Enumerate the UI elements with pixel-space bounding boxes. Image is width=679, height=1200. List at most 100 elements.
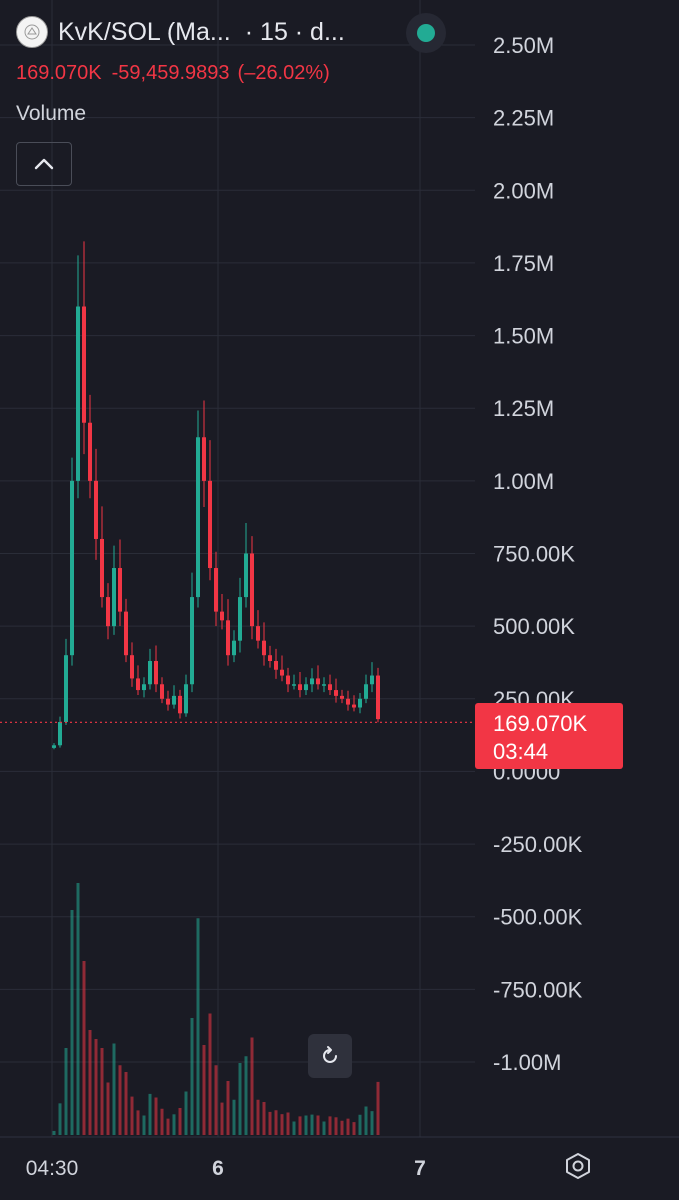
volume-bar xyxy=(352,1122,356,1135)
candle-body xyxy=(88,422,92,481)
x-tick-label: 6 xyxy=(212,1157,224,1180)
bar-countdown: 03:44 xyxy=(493,739,549,764)
last-price-value: 169.070K xyxy=(493,711,588,736)
candle-body xyxy=(370,675,374,685)
candle-body xyxy=(184,684,188,714)
volume-bar xyxy=(334,1117,338,1135)
volume-bar xyxy=(124,1072,128,1135)
volume-bar xyxy=(94,1039,98,1135)
x-tick-label: 7 xyxy=(414,1157,426,1180)
volume-bar xyxy=(340,1120,344,1135)
y-tick-label: 1.50M xyxy=(493,324,554,349)
reset-chart-button[interactable] xyxy=(308,1034,352,1078)
y-tick-label: -1.00M xyxy=(493,1050,561,1075)
live-dot-icon xyxy=(417,24,435,42)
volume-bar xyxy=(184,1091,188,1135)
y-tick-label: 1.75M xyxy=(493,251,554,276)
volume-bar xyxy=(220,1102,224,1135)
volume-bar xyxy=(136,1110,140,1135)
volume-bar xyxy=(148,1093,152,1135)
collapse-button[interactable] xyxy=(16,142,72,186)
volume-bar xyxy=(238,1063,242,1135)
volume-bar xyxy=(100,1048,104,1135)
token-logo-icon xyxy=(16,16,48,48)
volume-bar xyxy=(316,1115,320,1135)
candle-body xyxy=(352,704,356,708)
symbol-title[interactable]: KvK/SOL (Ma... · 15 · d... xyxy=(58,18,345,47)
candle-body xyxy=(106,597,110,627)
volume-bar xyxy=(202,1045,206,1135)
volume-bar xyxy=(232,1099,236,1135)
candle-body xyxy=(310,678,314,685)
candle-body xyxy=(376,675,380,720)
price-change: -59,459.9893 xyxy=(111,62,230,84)
candle-body xyxy=(304,684,308,691)
y-tick-label: 2.25M xyxy=(493,106,554,131)
volume-bar xyxy=(328,1116,332,1135)
y-tick-label: 750.00K xyxy=(493,542,575,567)
candle-body xyxy=(226,620,230,656)
volume-bar xyxy=(190,1018,194,1135)
settings-icon xyxy=(566,1153,590,1179)
candle-body xyxy=(316,678,320,685)
volume-bar xyxy=(292,1121,296,1135)
current-price: 169.070K xyxy=(16,62,102,84)
y-tick-label: 1.00M xyxy=(493,469,554,494)
candle-body xyxy=(118,568,122,612)
volume-bar xyxy=(358,1114,362,1135)
volume-bar xyxy=(262,1102,266,1135)
candle-body xyxy=(196,437,200,598)
candle-body xyxy=(142,684,146,691)
live-status-button[interactable] xyxy=(406,13,446,53)
candle-body xyxy=(202,437,206,481)
candle-body xyxy=(292,684,296,686)
volume-bar xyxy=(82,961,86,1135)
volume-bar xyxy=(64,1048,68,1135)
candle-body xyxy=(70,480,74,656)
volume-bar xyxy=(304,1115,308,1135)
volume-bar xyxy=(286,1112,290,1135)
candle-body xyxy=(280,669,284,676)
y-tick-label: -500.00K xyxy=(493,905,583,930)
price-row: 169.070K -59,459.9893 (–26.02%) xyxy=(16,62,330,85)
volume-bar xyxy=(244,1056,248,1135)
candle-body xyxy=(166,698,170,705)
candle-body xyxy=(322,684,326,686)
volume-bar xyxy=(364,1106,368,1135)
candle-body xyxy=(256,626,260,641)
volume-bar xyxy=(52,1130,56,1135)
candle-body xyxy=(232,640,236,656)
candle-body xyxy=(340,695,344,699)
volume-bar xyxy=(226,1081,230,1135)
volume-bar xyxy=(88,1030,92,1135)
pair-name: KvK/SOL xyxy=(58,18,160,46)
volume-bar xyxy=(310,1114,314,1135)
candle-body xyxy=(154,661,158,685)
settings-button[interactable] xyxy=(562,1150,594,1182)
volume-bar xyxy=(112,1043,116,1135)
volume-bar xyxy=(208,1013,212,1135)
candle-body xyxy=(274,661,278,670)
volume-bar xyxy=(160,1108,164,1135)
volume-bar xyxy=(166,1118,170,1135)
candle-body xyxy=(82,306,86,423)
volume-bar xyxy=(256,1099,260,1135)
volume-bar xyxy=(142,1115,146,1135)
volume-bar xyxy=(376,1081,380,1135)
y-tick-label: 2.50M xyxy=(493,33,554,58)
candle-body xyxy=(100,538,104,598)
candle-body xyxy=(286,675,290,685)
y-tick-label: 2.00M xyxy=(493,178,554,203)
volume-bar xyxy=(268,1111,272,1135)
volume-bar xyxy=(280,1114,284,1135)
volume-bars xyxy=(52,883,380,1135)
last-price-tag: 169.070K 03:44 xyxy=(475,703,623,769)
volume-bar xyxy=(322,1121,326,1135)
candle-body xyxy=(298,684,302,691)
candle-body xyxy=(262,640,266,656)
reset-icon xyxy=(323,1046,337,1063)
candle-body xyxy=(76,306,80,481)
candles xyxy=(52,241,380,750)
volume-bar xyxy=(370,1111,374,1135)
candle-body xyxy=(268,655,272,662)
